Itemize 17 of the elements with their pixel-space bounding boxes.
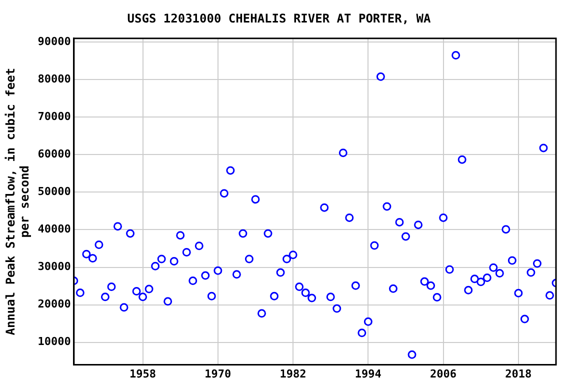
x-tick-label: 1994 bbox=[354, 367, 382, 380]
x-tick-label: 2006 bbox=[430, 367, 457, 380]
y-axis-title: Annual Peak Streamflow, in cubic feet per second bbox=[3, 68, 32, 336]
y-tick-label: 50000 bbox=[38, 185, 71, 198]
x-tick-label: 1958 bbox=[130, 367, 156, 380]
y-tick-label: 90000 bbox=[38, 35, 71, 48]
y-tick-label: 20000 bbox=[38, 298, 71, 311]
y-tick-label: 70000 bbox=[38, 110, 71, 124]
chart-title: USGS 12031000 CHEHALIS RIVER AT PORTER, WA bbox=[127, 11, 432, 26]
y-tick-label: 10000 bbox=[38, 335, 71, 348]
y-tick-label: 30000 bbox=[38, 260, 71, 274]
y-tick-label: 60000 bbox=[38, 148, 71, 161]
x-tick-label: 2018 bbox=[505, 367, 532, 380]
y-tick-label: 40000 bbox=[38, 222, 71, 236]
x-tick-label: 1970 bbox=[204, 367, 232, 380]
y-tick-label: 80000 bbox=[38, 72, 71, 86]
x-tick-label: 1982 bbox=[280, 367, 306, 380]
